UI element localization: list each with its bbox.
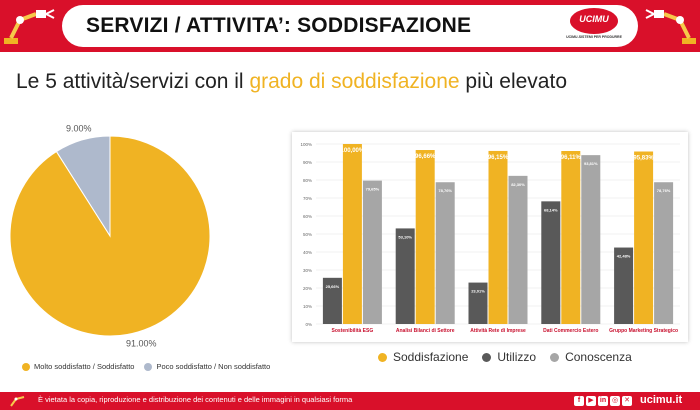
- bar-soddisfazione: [488, 150, 508, 324]
- bar-value-label: 25,66%: [326, 284, 340, 289]
- bar-conoscenza: [508, 175, 528, 324]
- bar-conoscenza: [435, 182, 455, 324]
- subtitle-text: Le 5 attività/servizi con il: [16, 70, 250, 93]
- robot-arm-decoration-icon: [4, 9, 55, 44]
- bar-utilizzo: [614, 247, 634, 324]
- bar-conoscenza: [362, 180, 382, 324]
- services-bar-chart: 0% 10% 20% 30% 40% 50% 60% 70% 80% 90% 100% 25,66% 1…: [300, 142, 680, 334]
- title-pill: SERVIZI / ATTIVITA’: SODDISFAZIONE UCIMU…: [62, 5, 638, 47]
- bar-value-label: 96,66%: [415, 154, 436, 160]
- pie-legend: Molto soddisfatto / Soddisfatto Poco sod…: [22, 362, 280, 371]
- logo-text: UCIMU: [579, 14, 609, 24]
- bar-value-label: 100,00%: [341, 148, 365, 154]
- bar-utilizzo: [322, 277, 342, 324]
- bar-legend-label: Conoscenza: [565, 350, 632, 364]
- satisfaction-pie-chart: 9.00% 91.00%: [9, 123, 211, 348]
- y-tick-label: 0%: [305, 322, 312, 327]
- logo-badge: UCIMU: [570, 8, 618, 34]
- bar-value-label: 96,11%: [561, 155, 582, 161]
- pie-slice-label: 91.00%: [126, 339, 157, 348]
- bar-value-label: 68,14%: [544, 207, 558, 212]
- y-tick-label: 70%: [303, 196, 312, 201]
- bar-conoscenza: [581, 155, 601, 324]
- bar-value-label: 95,83%: [633, 156, 654, 162]
- bar-utilizzo: [541, 201, 561, 324]
- page-title: SERVIZI / ATTIVITA’: SODDISFAZIONE: [86, 14, 472, 37]
- bar-utilizzo: [395, 228, 415, 324]
- linkedin-icon[interactable]: in: [598, 396, 608, 406]
- subtitle-text-end: più elevato: [459, 70, 568, 93]
- slide-subtitle: Le 5 attività/servizi con il grado di so…: [16, 70, 567, 94]
- instagram-icon[interactable]: ◎: [610, 396, 620, 406]
- y-tick-label: 20%: [303, 286, 312, 291]
- bar-chart-panel: 0% 10% 20% 30% 40% 50% 60% 70% 80% 90% 100% 25,66% 1…: [292, 132, 688, 342]
- x-category-label: Analisi Bilanci di Settore: [396, 328, 455, 334]
- robot-arm-decoration-icon: [10, 396, 25, 407]
- y-tick-label: 80%: [303, 178, 312, 183]
- bar-value-label: 78,76%: [438, 188, 452, 193]
- legend-swatch: [550, 352, 560, 362]
- bar-value-label: 53,10%: [398, 234, 412, 239]
- bar-legend-item-soddisfazione: Soddisfazione: [378, 350, 468, 364]
- website-link[interactable]: ucimu.it: [640, 394, 683, 406]
- social-links: f ▶ in ◎ ✕: [574, 396, 634, 406]
- bar-legend-item-utilizzo: Utilizzo: [482, 350, 536, 364]
- bar-soddisfazione: [342, 144, 362, 324]
- legend-swatch: [22, 362, 30, 371]
- x-category-label: Gruppo Marketing Strategico: [609, 328, 678, 334]
- legend-swatch: [144, 362, 153, 371]
- bar-value-label: 23,01%: [471, 289, 485, 294]
- bar-soddisfazione: [561, 151, 581, 324]
- bar-legend: Soddisfazione Utilizzo Conoscenza: [378, 350, 646, 364]
- y-tick-label: 60%: [303, 214, 312, 219]
- copyright-notice: È vietata la copia, riproduzione e distr…: [38, 395, 353, 404]
- legend-swatch: [378, 352, 387, 362]
- pie-legend-label: Poco soddisfatto / Non soddisfatto: [156, 362, 271, 371]
- y-tick-label: 30%: [303, 268, 312, 273]
- pie-slice-label: 9.00%: [66, 123, 92, 133]
- header-bar: SERVIZI / ATTIVITA’: SODDISFAZIONE UCIMU…: [0, 0, 700, 52]
- y-tick-label: 90%: [303, 160, 312, 165]
- y-tick-label: 100%: [300, 142, 312, 147]
- bar-conoscenza: [654, 182, 674, 324]
- pie-slice-satisfied: [9, 135, 211, 337]
- bar-value-label: 93,81%: [584, 161, 598, 166]
- pie-legend-item-satisfied: Molto soddisfatto / Soddisfatto: [22, 362, 134, 371]
- robot-arm-decoration-icon: [645, 9, 696, 44]
- pie-legend-label: Molto soddisfatto / Soddisfatto: [34, 362, 135, 371]
- twitter-icon[interactable]: ✕: [622, 396, 632, 406]
- y-tick-label: 40%: [303, 250, 312, 255]
- bar-value-label: 96,15%: [488, 155, 509, 161]
- x-category-label: Attività Rete di Imprese: [470, 328, 526, 334]
- facebook-icon[interactable]: f: [574, 396, 584, 406]
- pie-legend-item-unsatisfied: Poco soddisfatto / Non soddisfatto: [144, 362, 270, 371]
- subtitle-highlight: grado di soddisfazione: [249, 70, 460, 93]
- bar-utilizzo: [468, 282, 488, 324]
- logo-tagline: UCIMU-SISTEMI PER PRODURRE: [566, 35, 622, 39]
- x-category-label: Sostenibilità ESG: [332, 328, 374, 334]
- bar-legend-item-conoscenza: Conoscenza: [550, 350, 632, 364]
- ucimu-logo: UCIMU UCIMU-SISTEMI PER PRODURRE: [566, 8, 622, 44]
- footer-bar: È vietata la copia, riproduzione e distr…: [0, 392, 700, 410]
- bar-legend-label: Soddisfazione: [393, 350, 469, 364]
- bar-legend-label: Utilizzo: [497, 350, 537, 364]
- bar-value-label: 78,76%: [657, 188, 671, 193]
- x-category-label: Dati Commercio Estero: [543, 328, 598, 334]
- bar-soddisfazione: [415, 150, 435, 324]
- y-tick-label: 10%: [303, 304, 312, 309]
- y-tick-label: 50%: [303, 232, 312, 237]
- youtube-icon[interactable]: ▶: [586, 396, 596, 406]
- bar-soddisfazione: [634, 151, 654, 324]
- bar-value-label: 82,30%: [511, 182, 525, 187]
- bar-value-label: 42,48%: [617, 254, 631, 259]
- bar-value-label: 79,65%: [366, 187, 380, 192]
- legend-swatch: [482, 352, 492, 362]
